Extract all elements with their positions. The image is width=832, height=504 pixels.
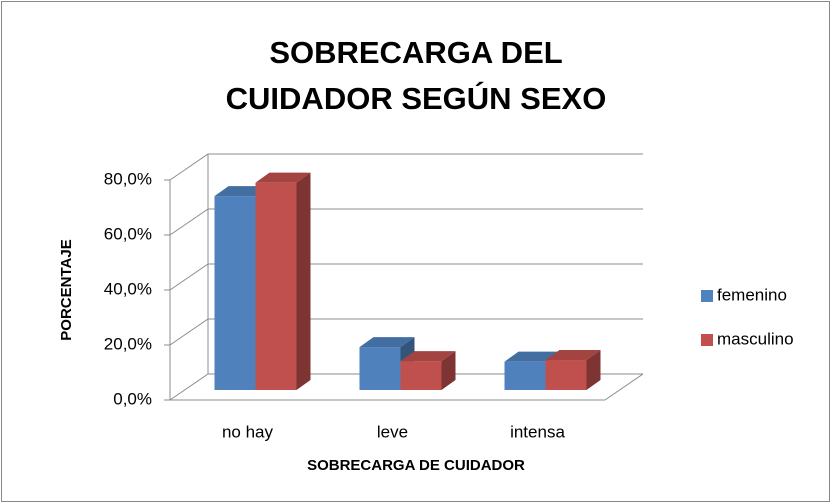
bar-front xyxy=(545,360,587,390)
legend-label: femenino xyxy=(717,285,787,304)
bar-front xyxy=(400,361,442,390)
bar-front xyxy=(255,182,297,390)
x-tick-label: no hay xyxy=(222,422,274,441)
bar-side xyxy=(296,172,311,390)
legend-swatch xyxy=(701,290,713,302)
bar-top xyxy=(359,337,415,348)
grid-line xyxy=(169,373,643,401)
y-tick-label: 60,0% xyxy=(104,224,152,243)
grid-line xyxy=(169,208,643,236)
x-axis-title: SOBRECARGA DE CUIDADOR xyxy=(307,457,525,474)
chart-title: SOBRECARGA DEL CUIDADOR SEGÚN SEXO xyxy=(225,35,607,116)
bar-front xyxy=(504,361,546,390)
x-tick-label: leve xyxy=(377,422,408,441)
bar xyxy=(545,350,601,390)
y-tick-label: 80,0% xyxy=(104,169,152,188)
axis-line xyxy=(604,373,644,401)
bar-front xyxy=(359,347,401,390)
bar xyxy=(400,351,456,390)
y-tick-label: 20,0% xyxy=(104,334,152,353)
grid-line xyxy=(169,153,643,181)
legend-swatch xyxy=(701,334,713,346)
bar-top xyxy=(504,351,560,362)
bar-top xyxy=(400,351,456,362)
y-axis-title: PORCENTAJE xyxy=(58,239,75,340)
bar-top xyxy=(255,172,311,183)
bar-top xyxy=(545,350,601,361)
x-tick-label: intensa xyxy=(510,422,565,441)
bar xyxy=(255,172,311,390)
grid-line xyxy=(169,263,643,291)
grid-line xyxy=(169,318,643,346)
bar-front xyxy=(214,196,256,390)
legend-label: masculino xyxy=(717,329,794,348)
bar-side xyxy=(586,350,601,390)
bar-side xyxy=(441,351,456,390)
y-tick-label: 40,0% xyxy=(104,279,152,298)
y-tick-label: 0,0% xyxy=(113,389,152,408)
